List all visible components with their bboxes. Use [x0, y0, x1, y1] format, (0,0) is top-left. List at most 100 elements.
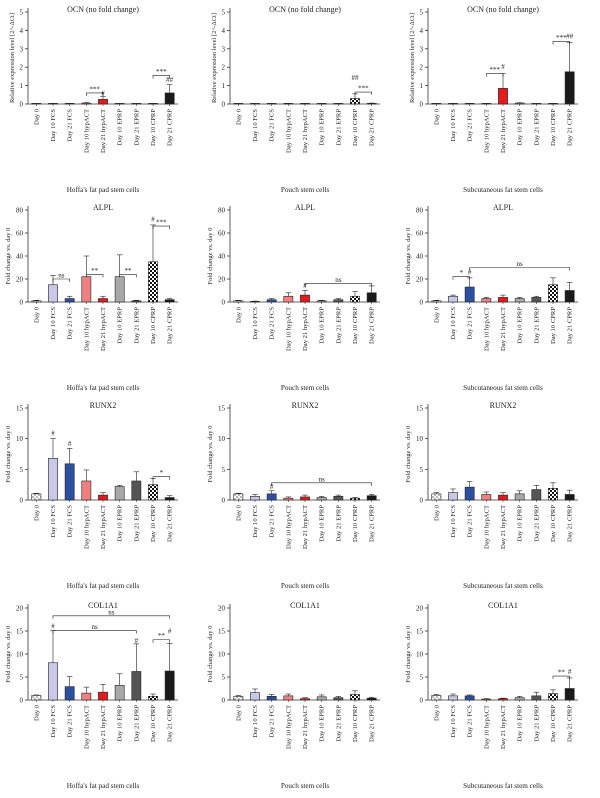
x-tick-label: Day 10 CPRP — [150, 307, 157, 344]
x-tick-label: Day 10 hypACT — [83, 307, 90, 351]
x-tick-label: Day 10 hypACT — [483, 109, 490, 153]
x-tick-label: Day 21 hypACT — [500, 505, 507, 549]
x-tick-label: Day 21 EPRP — [533, 109, 540, 146]
x-tick-label: Day 21 EPRP — [133, 307, 140, 344]
chart-panel-10: COL1A1 0 5 10 15 20 Fold change vs. day 0 Day 0… — [5, 601, 178, 790]
x-tick-label: Day 10 EPRP — [319, 109, 326, 146]
bar-4 — [81, 692, 92, 701]
x-tick-label: Day 0 — [33, 108, 40, 125]
y-tick-label: 5 — [20, 674, 24, 682]
bar-1 — [31, 695, 42, 701]
x-tick-label: Day 10 FCS — [450, 705, 457, 738]
bar-2 — [48, 457, 58, 501]
x-tick-label: Day 10 hypACT — [285, 705, 292, 749]
bar-4 — [81, 480, 92, 501]
hash-marker: ## — [166, 76, 174, 84]
x-tick-label: Day 10 EPRP — [319, 705, 326, 742]
significance-bracket — [304, 283, 372, 287]
x-tick-label: Day 21 EPRP — [335, 307, 342, 344]
significance-bracket — [52, 630, 137, 634]
bar-6 — [514, 102, 525, 105]
x-tick-label: Day 10 EPRP — [117, 307, 124, 344]
bar-2 — [48, 662, 58, 701]
significance-bracket — [86, 92, 104, 96]
bar-2 — [448, 695, 458, 701]
bar-9 — [366, 103, 377, 105]
hash-marker: # — [135, 637, 139, 645]
chart-title: ALPL — [295, 203, 315, 212]
x-tick-label: Day 10 CPRP — [550, 307, 557, 344]
bar-4 — [481, 298, 492, 303]
y-tick-label: 5 — [222, 466, 226, 474]
x-tick-label: Day 10 hypACT — [483, 505, 490, 549]
x-tick-label: Day 0 — [235, 108, 242, 125]
bar-7 — [531, 297, 542, 303]
x-tick-label: Day 10 hypACT — [285, 307, 292, 351]
significance-bracket — [152, 225, 170, 230]
x-axis-label: Pouch stem cells — [281, 186, 330, 194]
hash-marker: ## — [566, 33, 574, 41]
chart-title: OCN (no fold change) — [467, 5, 539, 14]
x-tick-label: Day 21 FCS — [467, 705, 474, 738]
y-tick-label: 40 — [416, 253, 424, 261]
y-axis-label: Fold change vs. day 0 — [405, 426, 412, 483]
chart-panel-12: COL1A1 0 5 10 15 20 Fold change vs. day 0 Day 0… — [405, 601, 578, 790]
y-axis-label: Fold change vs. day 0 — [207, 426, 214, 483]
x-tick-label: Day 21 hypACT — [100, 705, 107, 749]
y-tick-label: 5 — [20, 466, 24, 474]
x-tick-label: Day 21 hypACT — [100, 307, 107, 351]
x-tick-label: Day 21 EPRP — [533, 307, 540, 344]
bar-5 — [98, 494, 108, 501]
bar-9 — [164, 497, 175, 501]
y-axis-label: Fold change vs. day 0 — [207, 626, 214, 683]
x-axis-label: Subcutaneous fat stem cells — [463, 384, 543, 392]
x-tick-label: Day 10 hypACT — [483, 307, 490, 351]
y-axis-label: Relative expression level [2^-ΔCt] — [9, 13, 16, 103]
bar-3 — [464, 486, 475, 501]
x-tick-label: Day 10 EPRP — [319, 307, 326, 344]
bar-1 — [431, 300, 442, 303]
bar-6 — [114, 486, 125, 501]
chart-title: COL1A1 — [88, 601, 118, 610]
y-tick-label: 3 — [20, 45, 24, 53]
significance-bracket — [152, 639, 170, 643]
x-tick-label: Day 21 CPRP — [167, 307, 174, 344]
bar-2 — [250, 496, 260, 501]
chart-title: OCN (no fold change) — [67, 5, 139, 14]
bar-8 — [350, 694, 360, 701]
bar-5 — [498, 698, 508, 701]
bar-5 — [300, 698, 310, 701]
chart-panel-6: ALPL 0 20 40 60 80 Fold change vs. day 0 Day 0 D… — [405, 203, 578, 392]
y-tick-label: 4 — [420, 27, 424, 35]
bar-4 — [481, 494, 492, 501]
x-tick-label: Day 10 CPRP — [352, 705, 359, 742]
x-tick-label: Day 0 — [235, 704, 242, 721]
bar-4 — [481, 698, 492, 701]
chart-panel-4: ALPL 0 20 40 60 80 Fold change vs. day 0 Day 0 D… — [5, 203, 178, 392]
x-axis-label: Pouch stem cells — [281, 782, 330, 790]
x-tick-label: Day 21 FCS — [67, 505, 74, 538]
x-tick-label: Day 10 CPRP — [550, 109, 557, 146]
hash-marker: # — [68, 440, 72, 448]
x-tick-label: Day 21 CPRP — [167, 505, 174, 542]
hash-marker: ## — [352, 74, 360, 82]
bar-1 — [233, 300, 244, 303]
significance-label: ** — [158, 632, 166, 640]
x-tick-label: Day 0 — [433, 504, 440, 521]
x-tick-label: Day 21 CPRP — [369, 505, 376, 542]
y-tick-label: 20 — [218, 605, 226, 613]
bar-1 — [233, 493, 244, 501]
x-tick-label: Day 10 CPRP — [352, 109, 359, 146]
bar-5 — [300, 294, 310, 303]
x-tick-label: Day 10 hypACT — [285, 109, 292, 153]
bar-7 — [333, 697, 344, 701]
y-tick-label: 3 — [420, 45, 424, 53]
x-tick-label: Day 21 EPRP — [133, 705, 140, 742]
bar-5 — [498, 88, 508, 105]
hash-marker: # — [468, 268, 472, 276]
significance-label: ** — [91, 267, 99, 275]
bar-1 — [431, 695, 442, 701]
bar-4 — [283, 295, 294, 303]
chart-title: RUNX2 — [292, 401, 319, 410]
y-tick-label: 10 — [218, 651, 226, 659]
